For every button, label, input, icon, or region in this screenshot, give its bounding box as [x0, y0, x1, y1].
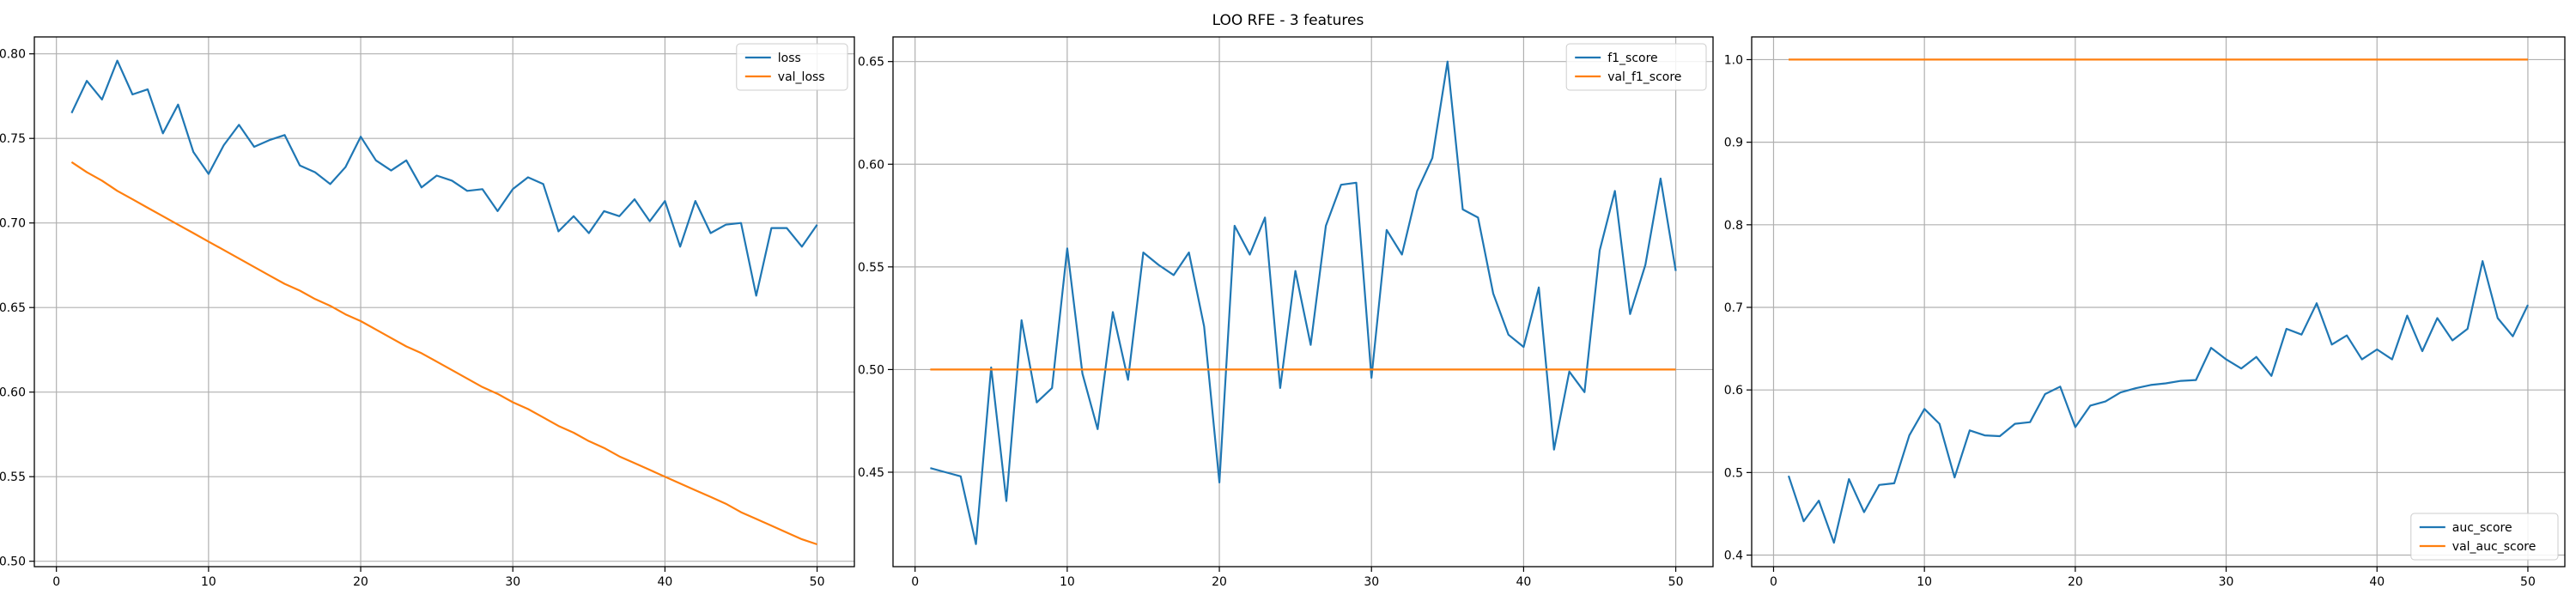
x-tick-label: 50 [2520, 575, 2536, 589]
x-tick-label: 40 [1516, 575, 1531, 589]
y-tick-label: 0.6 [1724, 384, 1743, 398]
legend-label: f1_score [1607, 52, 1657, 65]
legend-label: auc_score [2452, 521, 2512, 535]
y-tick-label: 0.65 [0, 301, 26, 315]
y-tick-label: 0.45 [858, 466, 884, 480]
x-tick-label: 0 [1770, 575, 1777, 589]
y-tick-label: 0.65 [858, 56, 884, 70]
legend-label: val_f1_score [1607, 70, 1681, 84]
chart-panel-2: 0 10 20 30 40 50 0.45 0.50 0.55 0.60 0.65 f1_scorev… [858, 36, 1714, 589]
y-tick-label: 0.4 [1724, 549, 1743, 563]
x-tick-label: 20 [1212, 575, 1227, 589]
y-tick-label: 0.50 [858, 363, 884, 377]
x-tick-label: 0 [911, 575, 919, 589]
x-tick-label: 40 [657, 575, 672, 589]
y-tick-label: 0.9 [1724, 137, 1743, 150]
legend-label: loss [778, 52, 801, 65]
x-tick-label: 10 [1060, 575, 1075, 589]
axes-frame [1751, 36, 2566, 568]
legend-box [736, 43, 848, 91]
x-tick-label: 30 [1364, 575, 1379, 589]
y-tick-label: 0.75 [0, 132, 26, 146]
y-tick-label: 0.8 [1724, 219, 1743, 233]
y-tick-label: 0.55 [0, 470, 26, 484]
chart-panel-3: 0 10 20 30 40 50 0.4 0.5 0.6 0.7 0.8 0.9 1.0 auc_scor… [1724, 36, 2566, 589]
x-tick-label: 10 [1917, 575, 1932, 589]
axes-frame [33, 36, 855, 568]
axes-frame [892, 36, 1714, 568]
legend: loss val_loss [736, 43, 848, 91]
legend: f1_score val_f1_score [1565, 43, 1707, 91]
y-tick-label: 0.60 [0, 386, 26, 400]
x-tick-label: 20 [2068, 575, 2083, 589]
y-tick-label: 0.7 [1724, 301, 1743, 315]
x-tick-label: 30 [505, 575, 520, 589]
series-line-val-loss [70, 161, 817, 546]
y-tick-label: 0.80 [0, 48, 26, 62]
series-line-auc-score [1787, 260, 2529, 544]
y-tick-label: 0.70 [0, 217, 26, 231]
x-tick-label: 50 [1668, 575, 1684, 589]
legend: auc_score val_auc_score [2410, 513, 2559, 561]
y-tick-label: 0.5 [1724, 466, 1743, 480]
legend-label: val_loss [778, 70, 825, 84]
y-tick-label: 0.55 [858, 261, 884, 275]
series-line-loss [70, 59, 818, 297]
x-tick-label: 30 [2219, 575, 2234, 589]
legend-label: val_auc_score [2452, 540, 2537, 554]
y-tick-label: 0.60 [858, 158, 884, 172]
y-tick-label: 0.50 [0, 555, 26, 569]
x-tick-label: 10 [201, 575, 216, 589]
series-line-f1-score [930, 60, 1677, 545]
legend-box [2410, 513, 2559, 561]
x-tick-label: 20 [353, 575, 368, 589]
x-tick-label: 0 [52, 575, 60, 589]
y-tick-label: 1.0 [1724, 53, 1743, 67]
legend-box [1565, 43, 1707, 91]
x-tick-label: 40 [2369, 575, 2385, 589]
x-tick-label: 50 [810, 575, 825, 589]
chart-panel-1: 0 10 20 30 40 50 0.50 0.55 0.60 0.65 0.70 0.75 0.80 l… [0, 36, 855, 589]
figure-title: LOO RFE - 3 features [1212, 12, 1364, 29]
